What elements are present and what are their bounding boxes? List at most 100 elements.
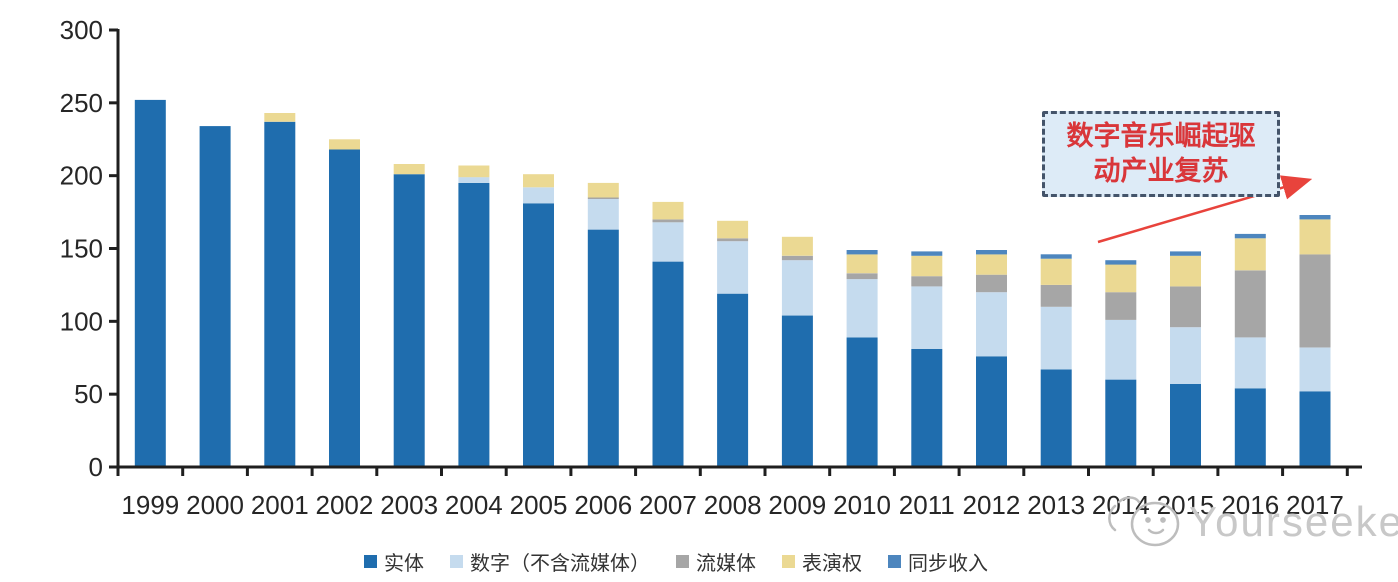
bar-segment-2012-digital (976, 292, 1007, 357)
bar-segment-2012-physical (976, 356, 1007, 467)
x-axis-label-1999: 1999 (121, 490, 179, 520)
bar-group-2003 (393, 164, 425, 467)
bar-segment-2006-digital (587, 199, 619, 230)
bar-segment-2017-digital (1299, 347, 1331, 392)
legend-label: 同步收入 (908, 553, 988, 575)
bar-group-1999 (134, 99, 166, 468)
bar-segment-2009-physical (781, 315, 813, 467)
bar-segment-2001-physical (264, 121, 296, 468)
x-axis-label-2015: 2015 (1157, 490, 1215, 520)
bar-segment-2016-sync (1234, 233, 1266, 239)
bar-segment-2014-performance (1105, 264, 1137, 293)
bar-segment-2014-physical (1105, 379, 1137, 467)
legend-item-sync: 同步收入 (888, 547, 988, 576)
bar-segment-2009-streaming (781, 255, 813, 261)
bar-segment-2005-performance (523, 174, 554, 188)
bar-segment-2008-physical (717, 293, 749, 467)
bars-group (134, 99, 1331, 468)
legend-swatch-icon (676, 555, 689, 568)
legend-swatch-icon (782, 555, 795, 568)
bar-segment-2017-physical (1299, 391, 1331, 467)
bar-segment-2016-performance (1234, 238, 1266, 271)
legend-item-digital: 数字（不含流媒体） (450, 547, 650, 576)
x-axis-label-2006: 2006 (574, 490, 632, 520)
bar-segment-1999-physical (134, 99, 166, 468)
bar-segment-2013-digital (1040, 306, 1072, 370)
bar-segment-2016-physical (1234, 388, 1266, 467)
y-axis-label: 200 (60, 161, 103, 191)
x-axis-label-2001: 2001 (251, 490, 309, 520)
x-axis-label-2013: 2013 (1027, 490, 1085, 520)
x-axis-label-2004: 2004 (445, 490, 503, 520)
bar-group-2007 (652, 201, 684, 467)
bar-segment-2015-sync (1170, 251, 1201, 256)
bar-group-2001 (264, 113, 296, 468)
bar-segment-2007-digital (652, 222, 684, 262)
annotation-line2: 动产业复苏 (1093, 156, 1229, 186)
bar-segment-2011-sync (911, 251, 943, 256)
bar-segment-2011-physical (911, 349, 943, 467)
x-axis-label-2011: 2011 (899, 490, 955, 520)
bar-segment-2006-physical (587, 229, 619, 467)
bar-segment-2001-performance (264, 113, 296, 122)
x-axis-label-2017: 2017 (1286, 490, 1344, 520)
bar-segment-2010-performance (846, 254, 878, 274)
bar-group-2004 (458, 165, 490, 467)
bar-segment-2011-streaming (911, 276, 943, 287)
y-axis-label: 250 (60, 88, 103, 118)
y-axis-label: 300 (60, 15, 103, 45)
bar-segment-2009-performance (781, 236, 813, 256)
legend-item-streaming: 流媒体 (676, 547, 756, 576)
bar-segment-2011-performance (911, 255, 943, 277)
bar-segment-2015-performance (1170, 255, 1201, 287)
bar-segment-2013-performance (1040, 258, 1072, 285)
bar-segment-2008-performance (717, 220, 749, 239)
bar-segment-2010-digital (846, 279, 878, 338)
x-axis-label-2009: 2009 (768, 490, 826, 520)
bar-segment-2012-streaming (976, 274, 1007, 293)
y-axis-label: 100 (60, 306, 103, 336)
bar-segment-2002-performance (329, 139, 360, 150)
bar-group-2009 (781, 236, 813, 467)
legend-swatch-icon (364, 555, 377, 568)
x-axis-label-2005: 2005 (510, 490, 568, 520)
bar-segment-2014-sync (1105, 260, 1137, 265)
bar-segment-2012-performance (976, 254, 1007, 275)
x-axis-label-2002: 2002 (316, 490, 374, 520)
x-axis-label-2010: 2010 (833, 490, 891, 520)
bar-group-2005 (523, 174, 554, 468)
bar-segment-2002-physical (329, 149, 360, 467)
bar-segment-2010-physical (846, 337, 878, 467)
x-axis-label-2000: 2000 (186, 490, 244, 520)
bar-segment-2017-sync (1299, 215, 1331, 220)
bar-segment-2015-digital (1170, 327, 1201, 384)
bar-segment-2003-performance (393, 164, 425, 175)
annotation-line1: 数字音乐崛起驱 (1066, 120, 1256, 151)
bar-group-2017 (1299, 215, 1331, 467)
bar-segment-2007-physical (652, 261, 684, 467)
chart-legend: 实体 数字（不含流媒体） 流媒体 表演权 同步收入 (364, 547, 988, 576)
bar-segment-2011-digital (911, 286, 943, 349)
bar-segment-2000-physical (199, 126, 231, 467)
bar-segment-2003-physical (393, 174, 425, 467)
bar-segment-2013-sync (1040, 254, 1072, 259)
bar-segment-2008-digital (717, 241, 749, 294)
legend-label: 表演权 (802, 553, 862, 575)
bar-segment-2014-streaming (1105, 292, 1137, 320)
legend-label: 实体 (384, 553, 424, 575)
bar-segment-2010-streaming (846, 273, 878, 280)
bar-group-2010 (846, 250, 878, 467)
y-axis-label: 50 (74, 379, 103, 409)
bar-group-2012 (976, 250, 1007, 467)
bar-segment-2013-streaming (1040, 284, 1072, 307)
bar-segment-2012-sync (976, 250, 1007, 255)
bar-group-2015 (1170, 251, 1201, 467)
bar-segment-2004-performance (458, 165, 490, 178)
legend-label: 流媒体 (696, 553, 756, 575)
x-axis-label-2012: 2012 (963, 490, 1021, 520)
bar-segment-2005-physical (523, 203, 554, 468)
bar-segment-2004-digital (458, 177, 490, 183)
legend-label: 数字（不含流媒体） (470, 553, 650, 575)
